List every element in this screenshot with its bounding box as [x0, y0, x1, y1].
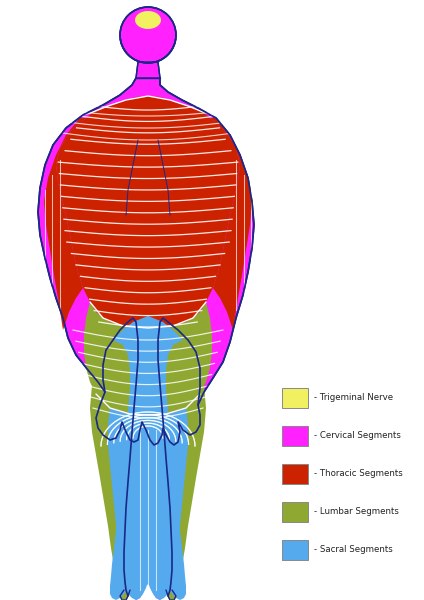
Polygon shape [136, 62, 160, 78]
Polygon shape [168, 340, 206, 600]
Circle shape [120, 7, 176, 63]
Polygon shape [108, 408, 188, 600]
Polygon shape [120, 594, 128, 600]
Polygon shape [103, 316, 193, 600]
Polygon shape [90, 340, 128, 600]
FancyBboxPatch shape [282, 502, 308, 522]
Polygon shape [210, 118, 252, 330]
FancyBboxPatch shape [282, 388, 308, 408]
Text: - Cervical Segments: - Cervical Segments [314, 431, 401, 440]
Text: - Thoracic Segments: - Thoracic Segments [314, 469, 403, 479]
Polygon shape [56, 96, 240, 328]
Polygon shape [38, 78, 254, 445]
Text: - Trigeminal Nerve: - Trigeminal Nerve [314, 394, 393, 403]
Polygon shape [84, 302, 212, 415]
Text: - Sacral Segments: - Sacral Segments [314, 545, 393, 554]
Ellipse shape [135, 11, 161, 29]
FancyBboxPatch shape [282, 464, 308, 484]
Polygon shape [44, 118, 86, 330]
Polygon shape [110, 316, 186, 600]
Text: - Lumbar Segments: - Lumbar Segments [314, 508, 399, 517]
Polygon shape [168, 594, 176, 600]
FancyBboxPatch shape [282, 540, 308, 560]
FancyBboxPatch shape [282, 426, 308, 446]
